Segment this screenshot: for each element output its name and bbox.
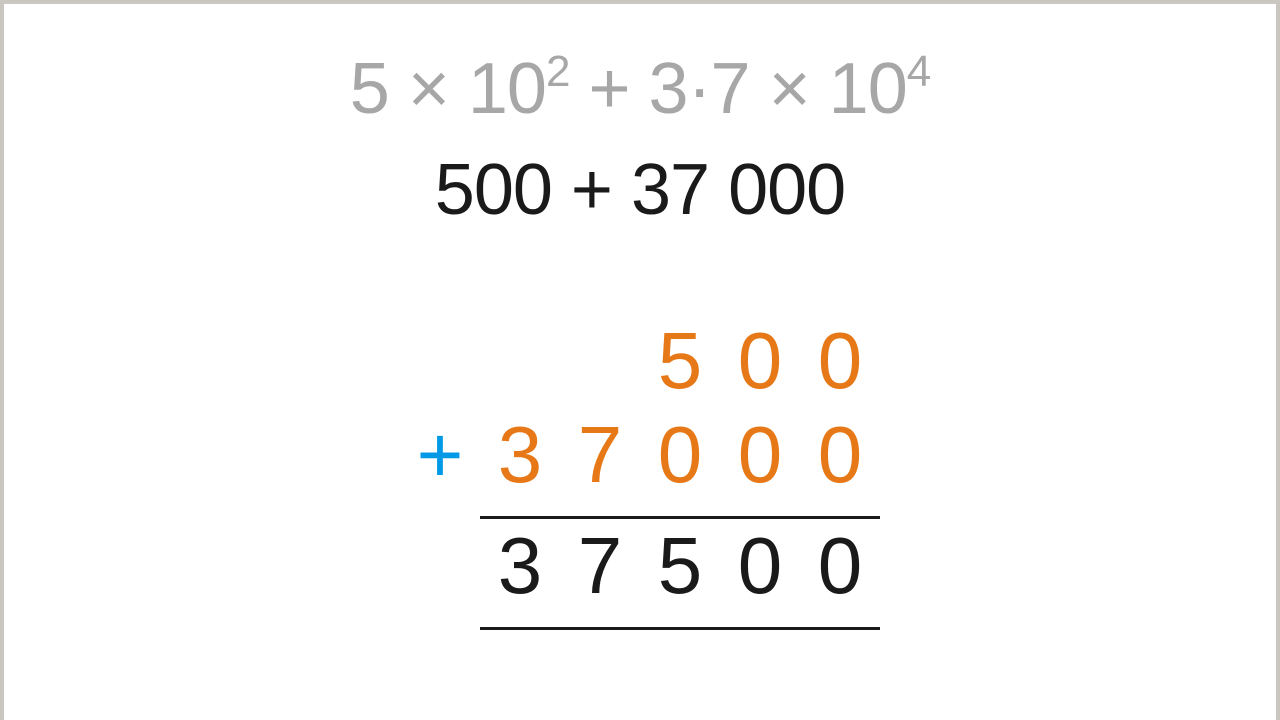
r-d5: 0 xyxy=(800,519,880,613)
times-1: × xyxy=(408,49,449,129)
expanded-sum: 500 + 37 000 xyxy=(4,154,1276,226)
column-addition: 5 0 0 + 3 7 0 0 0 3 7 5 0 0 xyxy=(400,314,880,630)
a2-d1: 3 xyxy=(480,408,560,502)
r-d4: 0 xyxy=(720,519,800,613)
addend-row-2: + 3 7 0 0 0 xyxy=(400,408,880,502)
r-d1: 3 xyxy=(480,519,560,613)
coef-a: 5 xyxy=(350,49,389,129)
r-d2: 7 xyxy=(560,519,640,613)
a2-d2: 7 xyxy=(560,408,640,502)
bottom-rule xyxy=(400,629,880,631)
content-panel: 5 × 102 + 3·7 × 104 500 + 37 000 5 0 0 +… xyxy=(4,2,1276,720)
a1-d5: 0 xyxy=(800,314,880,408)
a2-d4: 0 xyxy=(720,408,800,502)
base-1: 10 xyxy=(468,49,546,129)
exp-b: 4 xyxy=(907,47,930,96)
addend-row-1: 5 0 0 xyxy=(400,314,880,408)
result-row: 3 7 5 0 0 xyxy=(400,519,880,613)
plus-operator: + xyxy=(400,408,480,502)
a1-d4: 0 xyxy=(720,314,800,408)
coef-b: 3·7 xyxy=(649,49,750,129)
r-d3: 5 xyxy=(640,519,720,613)
a1-d2 xyxy=(560,314,640,408)
a2-d5: 0 xyxy=(800,408,880,502)
times-2: × xyxy=(769,49,810,129)
plus-sign: + xyxy=(588,49,629,129)
base-2: 10 xyxy=(829,49,907,129)
a2-d3: 0 xyxy=(640,408,720,502)
a1-d3: 5 xyxy=(640,314,720,408)
scientific-notation-expression: 5 × 102 + 3·7 × 104 xyxy=(4,52,1276,125)
a1-d1 xyxy=(480,314,560,408)
exp-a: 2 xyxy=(546,47,569,96)
